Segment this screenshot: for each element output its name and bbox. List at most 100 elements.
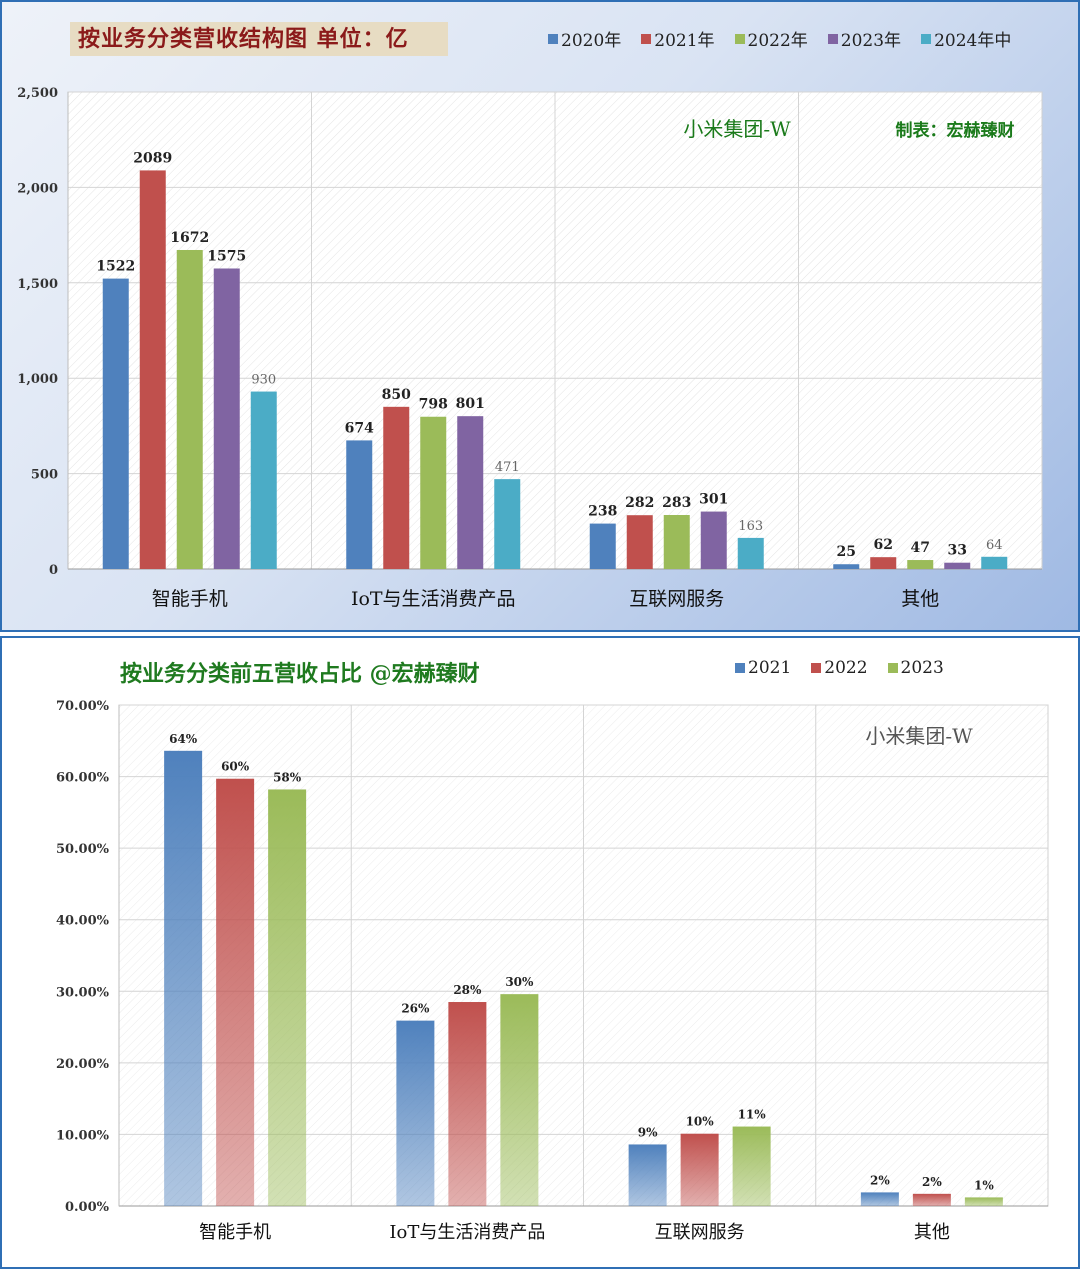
bar bbox=[628, 1144, 667, 1206]
credit: 制表：宏赫臻财 bbox=[896, 120, 1015, 141]
legend-item: 2020年 bbox=[548, 26, 621, 51]
watermark: 小米集团-W bbox=[865, 724, 973, 748]
data-label: 47 bbox=[911, 540, 930, 556]
x-category-label: 互联网服务 bbox=[655, 1222, 745, 1243]
bar bbox=[494, 479, 521, 569]
data-label: 163 bbox=[738, 519, 763, 534]
y-tick-label: 1,500 bbox=[17, 277, 58, 292]
bar bbox=[860, 1192, 899, 1206]
data-label: 471 bbox=[495, 460, 520, 475]
bar bbox=[102, 278, 129, 569]
data-label: 1522 bbox=[96, 259, 135, 275]
x-category-label: 智能手机 bbox=[152, 588, 228, 610]
legend-swatch bbox=[811, 663, 822, 673]
y-tick-label: 500 bbox=[31, 468, 58, 483]
data-label: 801 bbox=[456, 396, 485, 412]
bar bbox=[626, 515, 653, 569]
bar bbox=[176, 249, 203, 569]
legend-swatch bbox=[735, 663, 745, 673]
y-tick-label: 10.00% bbox=[56, 1128, 110, 1143]
legend-label: 2021 bbox=[748, 658, 792, 678]
data-label: 283 bbox=[662, 495, 691, 511]
x-category-label: 智能手机 bbox=[199, 1222, 271, 1243]
data-label: 282 bbox=[625, 495, 654, 511]
data-label: 2% bbox=[870, 1173, 890, 1187]
x-category-label: 互联网服务 bbox=[629, 588, 724, 610]
y-tick-label: 1,000 bbox=[17, 372, 58, 387]
data-label: 64% bbox=[169, 732, 198, 746]
bar bbox=[981, 556, 1008, 569]
data-label: 1% bbox=[974, 1178, 994, 1192]
y-tick-label: 60.00% bbox=[56, 771, 110, 786]
legend-item: 2022年 bbox=[734, 26, 808, 51]
chart2-plot: 0.00% 10.00% 20.00% 30.00% 40.00% 50.00% 60.00… bbox=[56, 699, 1049, 1243]
data-label: 11% bbox=[738, 1108, 767, 1122]
legend-swatch bbox=[921, 33, 932, 44]
data-label: 238 bbox=[588, 504, 617, 520]
y-tick-label: 50.00% bbox=[56, 842, 110, 857]
legend-label: 2021年 bbox=[654, 31, 715, 51]
data-label: 10% bbox=[686, 1115, 715, 1129]
y-tick-label: 40.00% bbox=[56, 914, 110, 929]
bar bbox=[663, 515, 690, 569]
x-category-label: 其他 bbox=[914, 1222, 950, 1243]
data-label: 1672 bbox=[170, 230, 209, 246]
bar bbox=[164, 750, 203, 1206]
bar bbox=[737, 537, 764, 569]
legend-label: 2023 bbox=[900, 658, 944, 678]
data-label: 2089 bbox=[133, 150, 172, 166]
bar bbox=[700, 511, 727, 569]
y-tick-label: 2,000 bbox=[17, 181, 58, 196]
chart1-title: 按业务分类营收结构图 单位：亿 bbox=[70, 22, 448, 56]
bar bbox=[448, 1002, 487, 1206]
data-label: 26% bbox=[401, 1002, 430, 1016]
data-label: 850 bbox=[382, 387, 411, 403]
x-category-label: 其他 bbox=[901, 588, 939, 610]
bar bbox=[833, 564, 860, 569]
bar bbox=[420, 416, 447, 569]
bar bbox=[944, 562, 971, 569]
legend-item: 2022 bbox=[811, 658, 868, 678]
data-label: 30% bbox=[505, 975, 534, 989]
data-label: 62 bbox=[874, 537, 893, 553]
bar bbox=[912, 1193, 951, 1206]
data-label: 301 bbox=[699, 492, 728, 508]
legend-item: 2024年中 bbox=[921, 26, 1011, 51]
chart2-legend: 2021 2022 2023 bbox=[735, 658, 944, 678]
bar bbox=[589, 523, 616, 569]
bar bbox=[268, 789, 307, 1206]
legend-label: 2022年 bbox=[747, 31, 808, 51]
bar bbox=[213, 268, 240, 569]
legend-label: 2024年中 bbox=[934, 31, 1012, 51]
data-label: 28% bbox=[453, 983, 482, 997]
bar bbox=[680, 1133, 719, 1206]
legend-label: 2020年 bbox=[561, 31, 622, 51]
y-tick-label: 30.00% bbox=[56, 985, 110, 1000]
data-label: 33 bbox=[948, 543, 967, 559]
y-tick-label: 0 bbox=[49, 563, 58, 578]
chart2-title: 按业务分类前五营收占比 @宏赫臻财 bbox=[120, 661, 480, 687]
y-tick-label: 70.00% bbox=[56, 699, 110, 714]
legend-item: 2023年 bbox=[827, 26, 901, 51]
chart1-legend: 2020年 2021年 2022年 2023年 2024年中 bbox=[548, 26, 1011, 51]
data-label: 58% bbox=[273, 770, 302, 784]
bar bbox=[964, 1197, 1003, 1206]
legend-swatch bbox=[887, 663, 898, 673]
data-label: 1575 bbox=[207, 248, 246, 264]
data-label: 930 bbox=[251, 373, 276, 388]
y-tick-label: 2,500 bbox=[17, 86, 58, 101]
data-label: 674 bbox=[345, 420, 374, 436]
bar bbox=[732, 1126, 771, 1206]
data-label: 9% bbox=[638, 1125, 658, 1139]
bar bbox=[870, 557, 897, 569]
bar bbox=[250, 391, 277, 569]
x-category-label: IoT与生活消费产品 bbox=[351, 588, 516, 610]
revenue-share-panel: 按业务分类前五营收占比 @宏赫臻财 2021 2022 2023 0.00% 10.0… bbox=[0, 636, 1080, 1269]
data-label: 798 bbox=[419, 397, 448, 413]
legend-label: 2022 bbox=[824, 658, 868, 678]
bar bbox=[500, 994, 539, 1206]
bar bbox=[457, 416, 484, 569]
bar bbox=[383, 406, 410, 569]
y-tick-label: 0.00% bbox=[65, 1200, 110, 1215]
legend-swatch bbox=[734, 33, 745, 44]
